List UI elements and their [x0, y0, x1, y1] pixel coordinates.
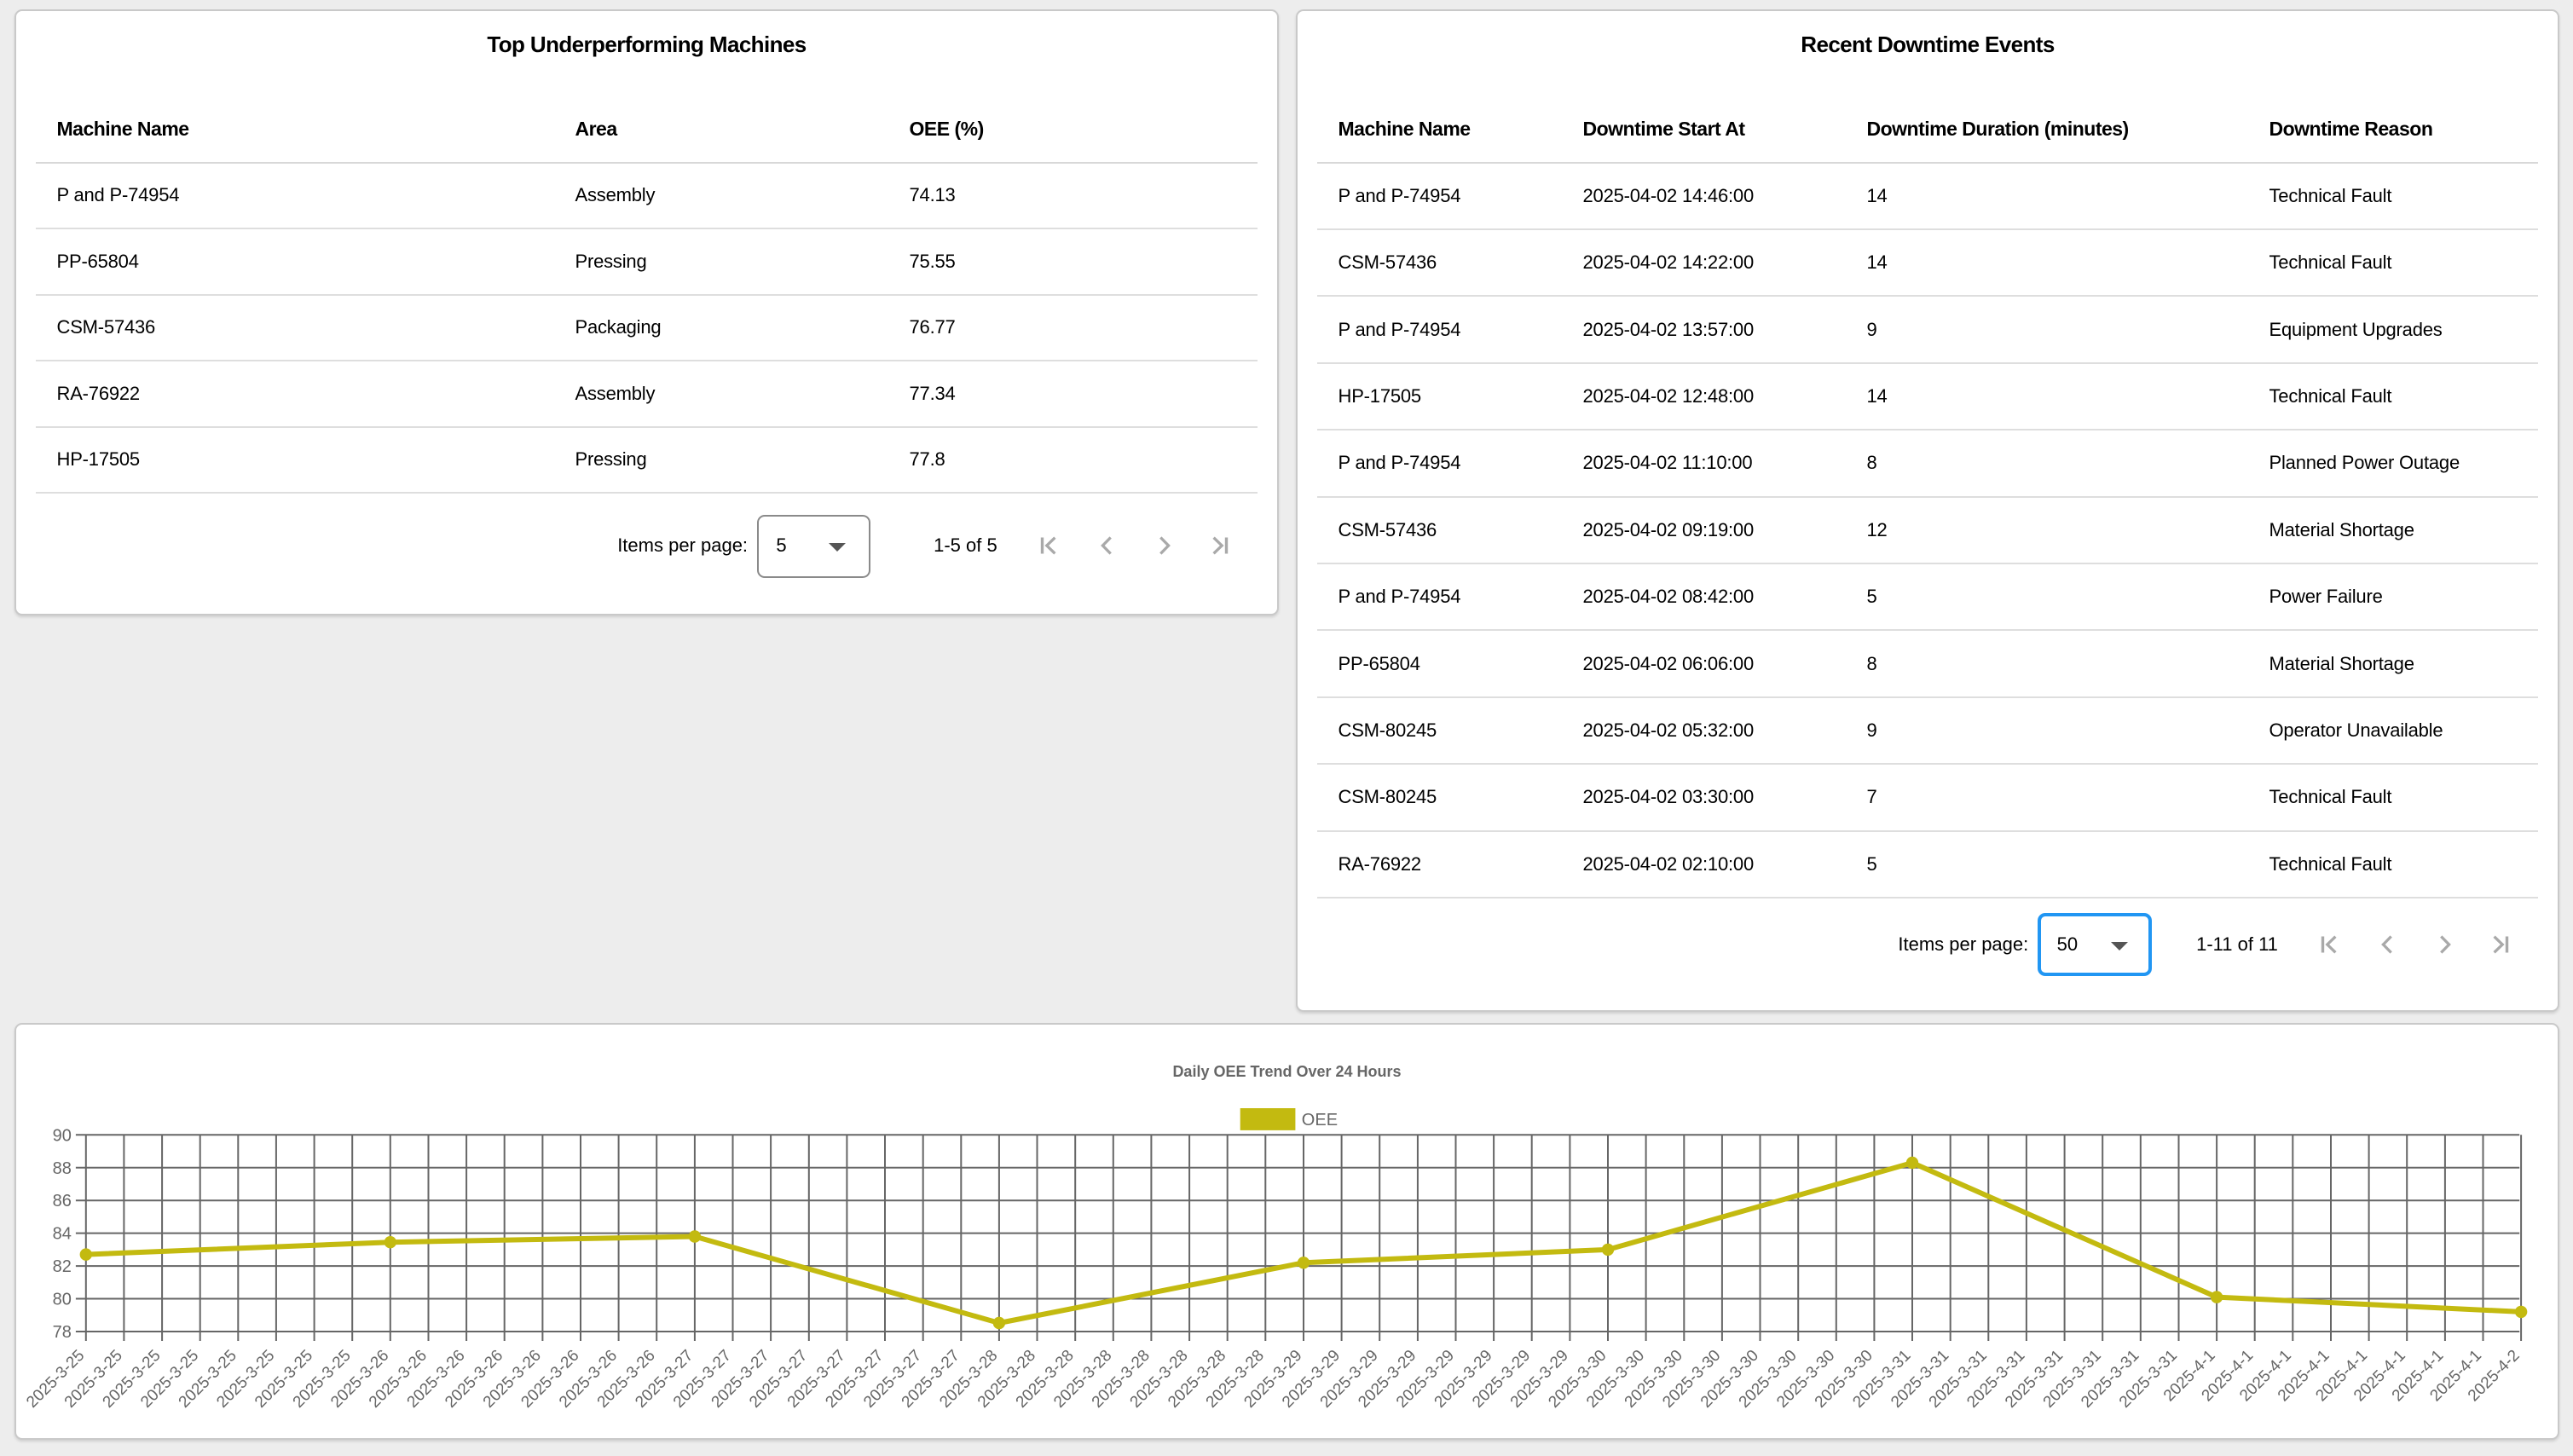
- svg-text:80: 80: [53, 1291, 72, 1309]
- svg-text:OEE: OEE: [1302, 1111, 1338, 1130]
- svg-text:84: 84: [53, 1225, 72, 1244]
- svg-text:82: 82: [53, 1257, 72, 1276]
- svg-text:90: 90: [53, 1126, 72, 1145]
- svg-text:86: 86: [53, 1192, 72, 1210]
- svg-text:78: 78: [53, 1323, 72, 1342]
- svg-text:88: 88: [53, 1159, 72, 1178]
- svg-text:Daily OEE Trend Over 24 Hours: Daily OEE Trend Over 24 Hours: [1172, 1063, 1401, 1080]
